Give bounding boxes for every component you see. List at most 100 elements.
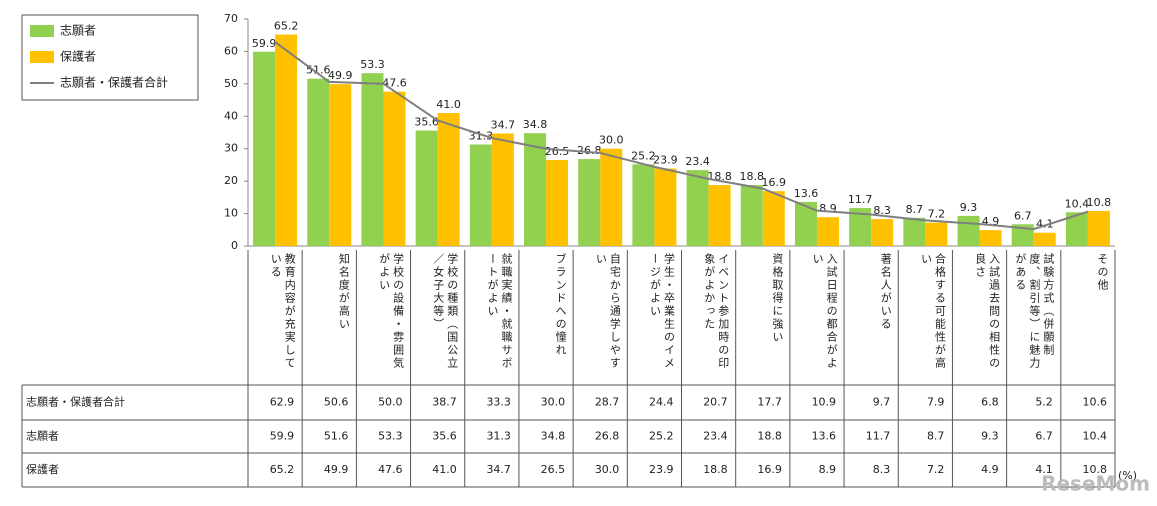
table-cell: 23.4 (703, 430, 728, 443)
table-cell: 11.7 (866, 430, 891, 443)
category-label: 学校の種類（国公立／女子大等） (431, 253, 459, 370)
table-cell: 50.0 (378, 396, 403, 409)
bar (1065, 212, 1088, 246)
table-cell: 9.3 (981, 430, 999, 443)
bar (1011, 224, 1034, 246)
category-label: 教育内容が充実している (269, 253, 297, 370)
table-cell: 34.8 (541, 430, 566, 443)
legend-swatch (30, 51, 54, 63)
value-label: 51.6 (306, 64, 331, 77)
bar (1087, 210, 1110, 246)
table-cell: 59.9 (270, 430, 295, 443)
value-label: 65.2 (274, 20, 299, 33)
bar (740, 185, 763, 246)
y-tick-label: 60 (224, 44, 238, 57)
bar (871, 219, 894, 246)
table-cell: 47.6 (378, 463, 403, 476)
value-label: 11.7 (848, 193, 873, 206)
y-tick-label: 70 (224, 12, 238, 25)
bar (849, 208, 872, 246)
bar (469, 144, 492, 246)
value-label: 16.9 (762, 176, 787, 189)
category-label: 合格する可能性が高い (919, 253, 947, 370)
bar (275, 34, 298, 246)
category-label: 試験方式（併願制度、割引等）に魅力がある (1013, 253, 1055, 370)
table-cell: 8.7 (927, 430, 945, 443)
y-tick-label: 0 (231, 239, 238, 252)
value-label: 10.8 (1087, 196, 1112, 209)
table-cell: 65.2 (270, 463, 295, 476)
bar (979, 230, 1002, 246)
bar (578, 159, 601, 246)
bar (600, 148, 623, 246)
value-label: 34.8 (523, 118, 548, 131)
table-cell: 53.3 (378, 430, 403, 443)
bar (437, 113, 460, 247)
line (274, 41, 1089, 231)
table-cell: 7.2 (927, 463, 945, 476)
table-cell: 6.8 (981, 396, 999, 409)
category-label: 自宅から通学しやすい (594, 253, 622, 370)
value-label: 25.2 (631, 149, 656, 162)
table-cell: 35.6 (432, 430, 457, 443)
category-label: その他 (1096, 253, 1109, 292)
table-cell: 5.2 (1035, 396, 1053, 409)
table-cell: 13.6 (812, 430, 837, 443)
table-cell: 4.9 (981, 463, 999, 476)
y-tick-label: 50 (224, 77, 238, 90)
category-label: 学校の設備・雰囲気がよい (377, 253, 405, 370)
table-cell: 38.7 (432, 396, 457, 409)
value-label: 8.9 (819, 202, 837, 215)
value-label: 26.8 (577, 144, 602, 157)
table-cell: 24.4 (649, 396, 674, 409)
table-cell: 30.0 (541, 396, 566, 409)
category-label: 入試日程の都合がよい (811, 253, 839, 370)
bar (546, 160, 569, 246)
table-cell: 51.6 (324, 430, 349, 443)
category-label: 就職実績・就職サポートがよい (485, 253, 513, 370)
legend-label: 保護者 (60, 49, 96, 64)
unit-label: (%) (1118, 469, 1137, 482)
value-label: 49.9 (328, 69, 353, 82)
bar (361, 73, 384, 246)
value-label: 47.6 (382, 77, 407, 90)
value-label: 30.0 (599, 134, 624, 147)
bar (632, 164, 655, 246)
table-cell: 25.2 (649, 430, 674, 443)
legend-swatch (30, 25, 54, 37)
value-label: 23.4 (685, 155, 710, 168)
table-cell: 10.8 (1083, 463, 1108, 476)
bar (491, 133, 514, 246)
value-label: 26.5 (545, 145, 570, 158)
table-row-header: 志願者・保護者合計 (26, 395, 125, 409)
bar (794, 201, 817, 246)
bar (415, 130, 438, 246)
value-label: 8.3 (873, 204, 891, 217)
bar (762, 191, 785, 246)
table-row-header: 志願者 (26, 430, 59, 443)
category-label: 知名度が高い (337, 253, 351, 331)
bar (253, 51, 276, 247)
table-cell: 31.3 (486, 430, 511, 443)
legend-label: 志願者 (60, 24, 96, 38)
legend-label: 志願者・保護者合計 (60, 75, 168, 90)
category-label: ブランドへの憧れ (554, 253, 568, 357)
y-tick-label: 20 (224, 174, 238, 187)
y-tick-label: 30 (224, 142, 238, 155)
table-cell: 4.1 (1035, 463, 1053, 476)
value-label: 9.3 (960, 201, 978, 214)
bar (383, 91, 406, 246)
table-cell: 18.8 (757, 430, 782, 443)
bar (903, 217, 926, 246)
bar (329, 84, 352, 246)
table-cell: 20.7 (703, 396, 728, 409)
table-cell: 50.6 (324, 396, 349, 409)
value-label: 7.2 (928, 208, 946, 221)
value-label: 59.9 (252, 37, 277, 50)
value-label: 8.7 (906, 203, 924, 216)
table-cell: 9.7 (873, 396, 891, 409)
category-label: イベント参加時の印象がよかった (702, 253, 730, 370)
table-cell: 62.9 (270, 396, 295, 409)
value-label: 23.9 (653, 153, 678, 166)
